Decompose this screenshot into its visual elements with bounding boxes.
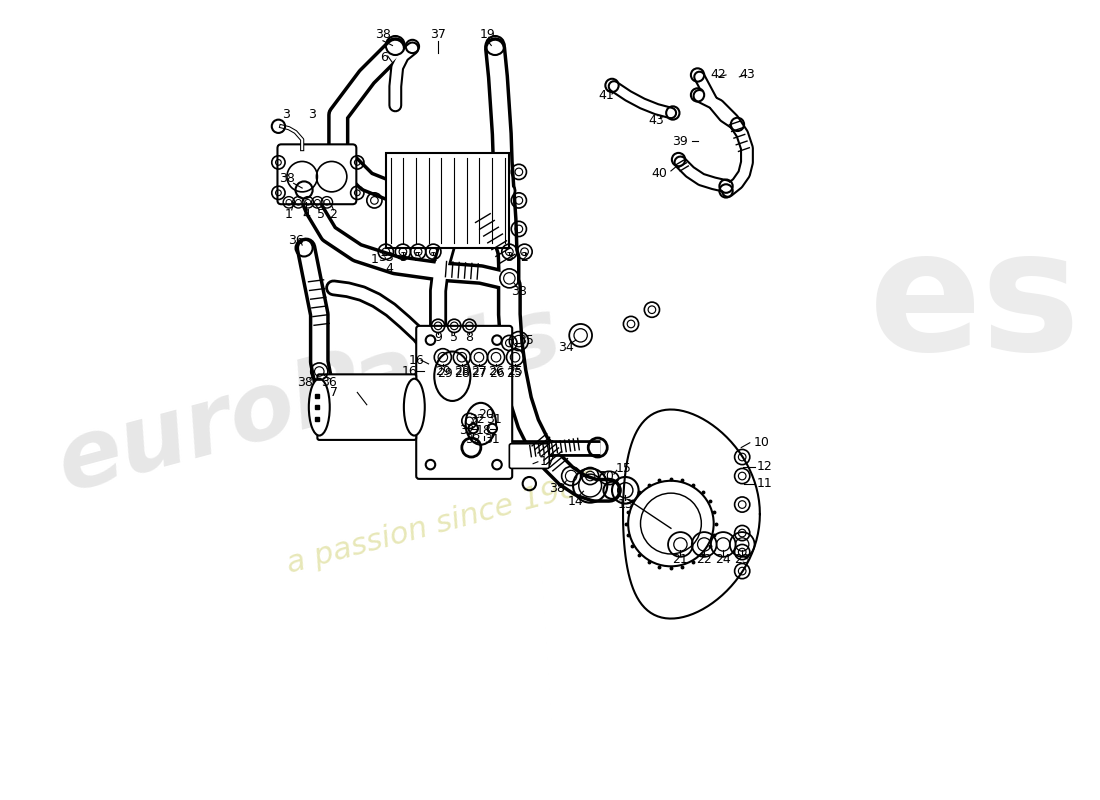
Text: 5: 5 [414, 251, 422, 264]
Text: 25: 25 [507, 365, 522, 378]
Ellipse shape [309, 378, 330, 435]
Text: 26: 26 [488, 365, 504, 378]
Text: 21: 21 [672, 553, 689, 566]
Text: 2: 2 [429, 251, 438, 264]
Text: 2: 2 [520, 251, 528, 264]
Text: 43: 43 [649, 114, 664, 127]
Text: 31: 31 [484, 434, 500, 446]
Text: 13: 13 [617, 498, 634, 511]
Text: 25: 25 [506, 367, 522, 380]
Text: 8: 8 [465, 330, 473, 344]
Text: 27: 27 [471, 367, 487, 380]
Text: 3: 3 [505, 251, 514, 264]
Text: 28: 28 [454, 367, 470, 380]
Text: 40: 40 [651, 167, 668, 180]
Text: 7: 7 [330, 386, 338, 399]
Text: 42: 42 [711, 69, 726, 82]
Text: 1: 1 [285, 208, 293, 221]
Text: 4: 4 [302, 208, 310, 221]
Text: 38: 38 [549, 482, 564, 495]
Text: 34: 34 [559, 342, 574, 354]
Text: 1: 1 [371, 253, 378, 266]
Text: 20: 20 [477, 408, 494, 421]
Text: 5: 5 [450, 330, 459, 344]
Text: 31: 31 [486, 413, 502, 426]
Text: euroParts: euroParts [47, 289, 572, 511]
Text: 2: 2 [330, 208, 338, 221]
Circle shape [487, 424, 497, 434]
Text: 30: 30 [598, 470, 614, 482]
Text: 33: 33 [378, 251, 394, 264]
FancyBboxPatch shape [277, 144, 356, 204]
Text: 29: 29 [437, 367, 452, 380]
Text: 10: 10 [754, 436, 769, 450]
Text: 38: 38 [279, 172, 295, 185]
Text: es: es [869, 223, 1081, 386]
Text: 16: 16 [402, 365, 417, 378]
Text: a passion since 1985: a passion since 1985 [284, 468, 602, 579]
Text: 28: 28 [454, 365, 470, 378]
Text: 18: 18 [476, 424, 492, 437]
Text: 23: 23 [735, 553, 750, 566]
Text: 32: 32 [459, 424, 474, 437]
Text: 41: 41 [598, 90, 614, 102]
Text: 35: 35 [518, 334, 535, 346]
Text: 3: 3 [399, 251, 407, 264]
Text: 14: 14 [568, 495, 584, 508]
Text: 32: 32 [470, 413, 485, 426]
Text: 32: 32 [465, 434, 481, 446]
Text: 22: 22 [696, 553, 712, 566]
Text: 12: 12 [756, 460, 772, 473]
Text: 4: 4 [386, 262, 394, 275]
Text: 16: 16 [408, 354, 425, 366]
Text: 24: 24 [715, 553, 732, 566]
Text: 19: 19 [480, 28, 495, 41]
Text: 37: 37 [430, 28, 446, 41]
Text: 27: 27 [471, 365, 487, 378]
Text: 3: 3 [282, 108, 290, 122]
Text: 38: 38 [375, 28, 390, 41]
FancyBboxPatch shape [386, 153, 509, 248]
FancyBboxPatch shape [416, 326, 513, 479]
Text: 6: 6 [379, 51, 388, 64]
FancyBboxPatch shape [318, 374, 416, 440]
Circle shape [469, 424, 478, 434]
Text: 43: 43 [739, 69, 755, 82]
Text: 9: 9 [434, 330, 442, 344]
Text: 36: 36 [321, 376, 337, 390]
Text: 17: 17 [539, 455, 556, 468]
Text: 36: 36 [287, 234, 304, 247]
Text: 3: 3 [308, 108, 316, 122]
Text: 5: 5 [317, 208, 326, 221]
Text: 38: 38 [297, 376, 313, 390]
Text: 15: 15 [616, 462, 631, 475]
Text: 29: 29 [434, 365, 451, 378]
Ellipse shape [404, 378, 425, 435]
FancyBboxPatch shape [509, 444, 549, 469]
Text: 39: 39 [672, 135, 689, 148]
Text: 38: 38 [510, 285, 527, 298]
Text: 26: 26 [490, 367, 505, 380]
Text: 11: 11 [756, 477, 772, 490]
